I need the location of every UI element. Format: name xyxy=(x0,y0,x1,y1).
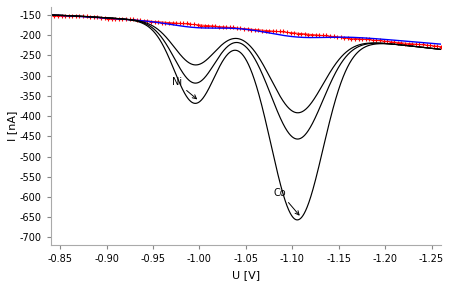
Text: Co: Co xyxy=(273,188,299,215)
Y-axis label: I [nA]: I [nA] xyxy=(7,111,17,141)
X-axis label: U [V]: U [V] xyxy=(231,270,259,280)
Text: Ni: Ni xyxy=(171,77,196,99)
